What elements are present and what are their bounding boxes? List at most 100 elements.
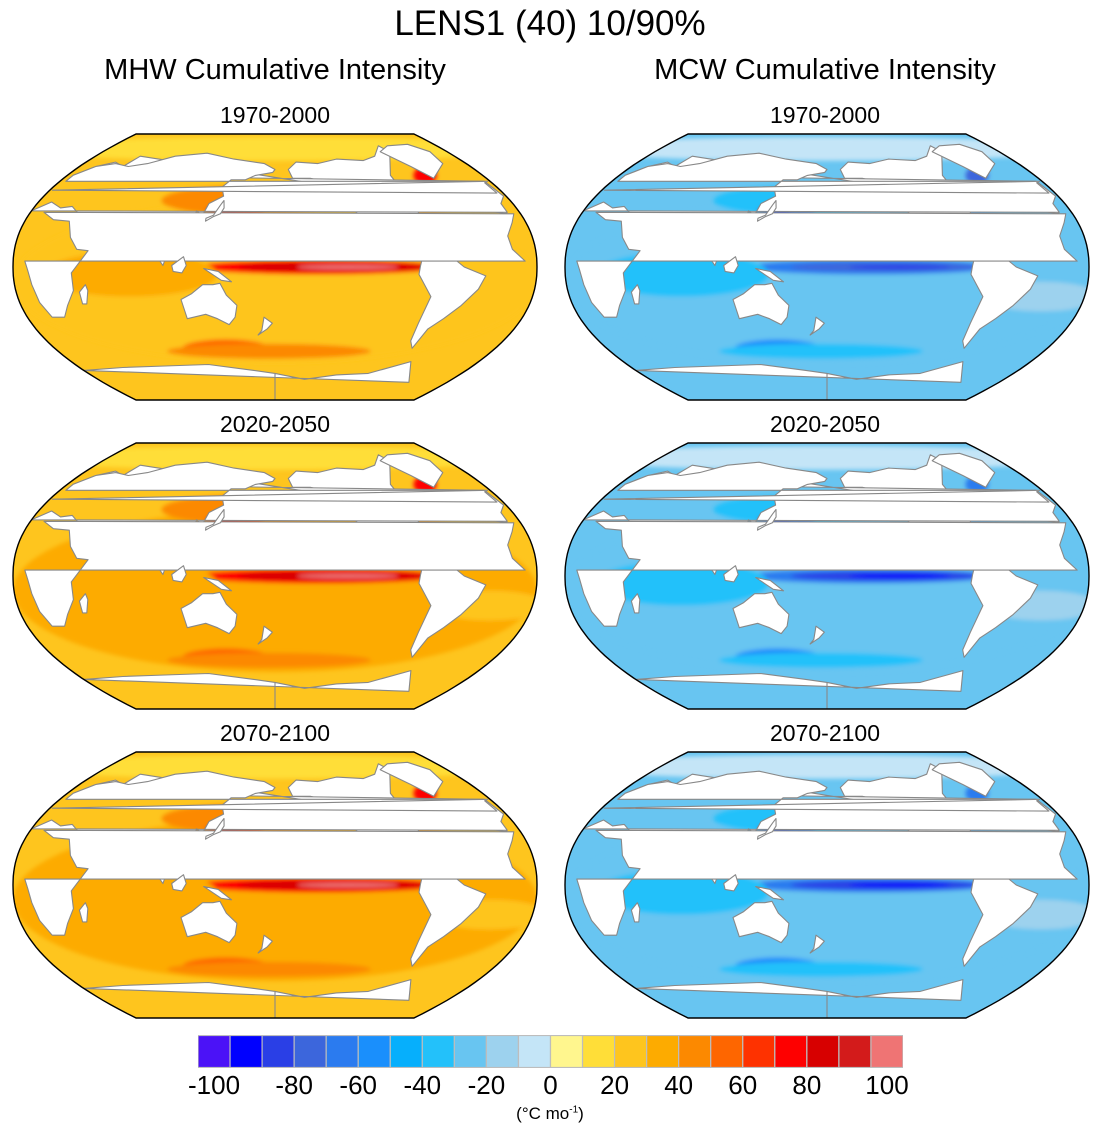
land-japan — [204, 199, 225, 222]
land-madagascar — [78, 284, 89, 305]
land-japan — [756, 199, 777, 222]
map-panel — [564, 442, 1090, 715]
land-newguinea — [203, 885, 233, 901]
colorbar-swatch — [325, 1034, 359, 1069]
land-newguinea — [755, 576, 785, 592]
land-uk — [603, 180, 1050, 194]
colorbar-swatch — [229, 1034, 263, 1069]
map-svg — [564, 442, 1090, 710]
land-newguinea — [203, 267, 233, 283]
land-uk — [603, 489, 1050, 503]
land-uk — [51, 489, 498, 503]
colorbar-tick-label: 0 — [543, 1070, 558, 1100]
land-uk — [603, 798, 1050, 812]
colorbar-swatch — [678, 1034, 712, 1069]
land-antarctica — [83, 361, 412, 400]
colorbar-swatch — [710, 1034, 744, 1069]
map-outline — [564, 442, 1090, 710]
ocean-field-contour — [719, 343, 923, 359]
map-svg — [564, 751, 1090, 1019]
colorbar-tick-label: 60 — [728, 1070, 758, 1100]
ocean-field-contour — [848, 882, 951, 888]
land-madagascar — [78, 902, 89, 923]
land-uk — [51, 180, 498, 194]
map-panel — [12, 442, 538, 715]
land-newguinea — [755, 267, 785, 283]
land-australia — [732, 282, 790, 326]
colorbar-swatch — [421, 1034, 455, 1069]
panel-title-mcw-2070-2100: 2070-2100 — [770, 720, 880, 746]
map-panel — [12, 751, 538, 1024]
map-outline — [12, 442, 538, 710]
colorbar-swatch — [453, 1034, 488, 1069]
land-newguinea — [203, 576, 233, 592]
colorbar-swatch — [197, 1034, 231, 1069]
colorbar-tick-label: -100 — [187, 1070, 241, 1100]
ocean-field-contour — [296, 264, 399, 270]
column-title-mcw: MCW Cumulative Intensity — [654, 54, 996, 86]
land-antarctica — [83, 979, 412, 1018]
land-greenland — [931, 452, 996, 488]
land-borneo — [723, 874, 739, 892]
units-exponent: -1 — [569, 1104, 579, 1116]
colorbar-swatch — [774, 1034, 808, 1069]
colorbar-swatch — [613, 1034, 648, 1069]
colorbar-svg — [197, 1034, 904, 1069]
ocean-field-contour — [719, 652, 923, 668]
colorbar-swatch — [357, 1034, 391, 1069]
colorbar-tick-label: 20 — [600, 1070, 630, 1100]
land-greenland — [379, 452, 444, 488]
land-nz — [809, 625, 825, 645]
units-text: (°C mo — [516, 1104, 570, 1123]
land-antarctica — [635, 361, 964, 400]
land-madagascar — [78, 593, 89, 614]
land-borneo — [171, 874, 187, 892]
land-madagascar — [630, 593, 641, 614]
land-africa — [24, 829, 526, 936]
ocean-field-contour — [848, 264, 951, 270]
map-outline — [564, 751, 1090, 1019]
colorbar-tick-label: 40 — [664, 1070, 694, 1100]
colorbar-swatch — [549, 1034, 584, 1069]
land-greenland — [379, 761, 444, 797]
map-svg — [12, 442, 538, 710]
land-australia — [180, 591, 238, 635]
map-svg — [564, 133, 1090, 401]
land-australia — [732, 900, 790, 944]
colorbar-tick-label: -20 — [467, 1070, 506, 1100]
colorbar-swatch — [261, 1034, 295, 1069]
land-borneo — [171, 256, 187, 274]
land-japan — [756, 508, 777, 531]
map-svg — [12, 751, 538, 1019]
colorbar-swatch — [485, 1034, 520, 1069]
ocean-field-contour — [719, 961, 923, 977]
figure-title: LENS1 (40) 10/90% — [394, 4, 706, 43]
land-nz — [257, 934, 273, 954]
land-greenland — [379, 143, 444, 179]
ocean-field-contour — [167, 961, 371, 977]
land-madagascar — [630, 284, 641, 305]
ocean-field-contour — [565, 445, 1089, 470]
land-nz — [257, 625, 273, 645]
land-africa — [576, 211, 1078, 318]
map-outline — [12, 751, 538, 1019]
land-greenland — [931, 143, 996, 179]
units-close: ) — [578, 1104, 584, 1123]
panel-title-mcw-1970-2000: 1970-2000 — [770, 102, 880, 128]
panel-title-mhw-1970-2000: 1970-2000 — [220, 102, 330, 128]
colorbar-tick-label: 80 — [792, 1070, 822, 1100]
ocean-field-contour — [167, 652, 371, 668]
panel-title-mhw-2070-2100: 2070-2100 — [220, 720, 330, 746]
land-africa — [576, 520, 1078, 627]
colorbar-swatch — [870, 1034, 904, 1069]
land-australia — [180, 900, 238, 944]
ocean-field-contour — [167, 343, 371, 359]
ocean-field-contour — [296, 573, 399, 579]
map-panel — [564, 133, 1090, 406]
land-borneo — [723, 565, 739, 583]
land-australia — [732, 591, 790, 635]
map-outline — [12, 133, 538, 401]
colorbar-tick-label: -60 — [339, 1070, 378, 1100]
column-title-mhw: MHW Cumulative Intensity — [104, 54, 446, 86]
land-japan — [204, 817, 225, 840]
